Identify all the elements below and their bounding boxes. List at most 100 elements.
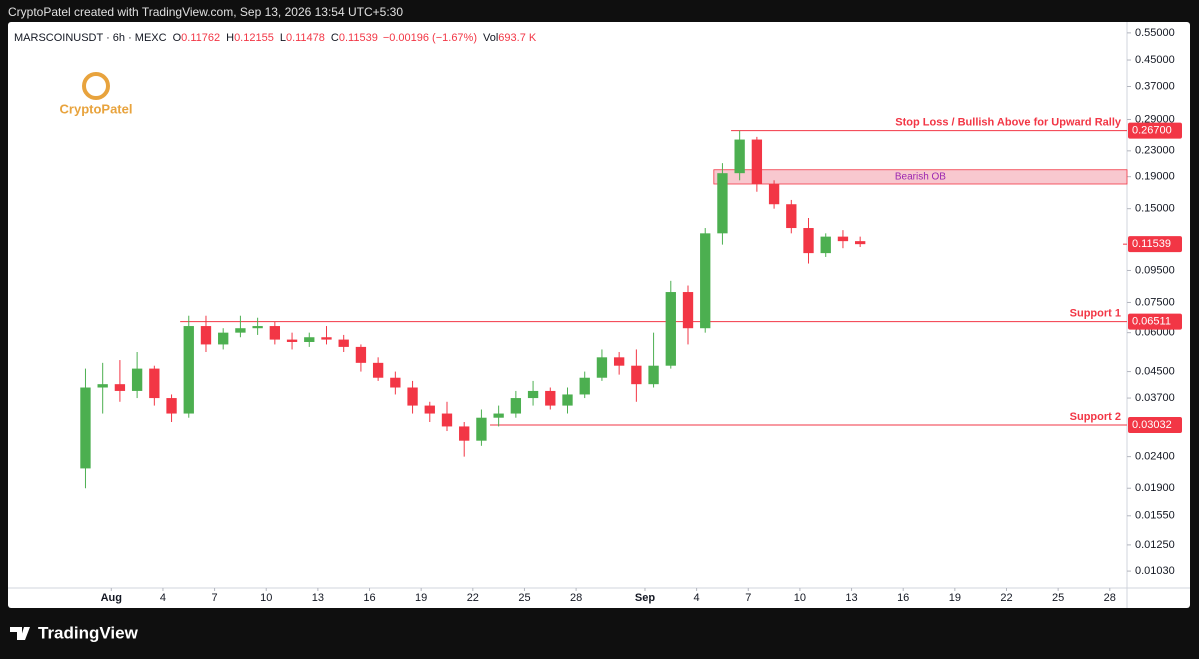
ohlc-key: C — [331, 32, 339, 44]
candle-body — [613, 357, 625, 366]
x-tick-label: 4 — [694, 592, 700, 604]
candle-body — [527, 390, 539, 399]
candle-body — [372, 362, 384, 378]
footer-text: TradingView — [38, 623, 139, 642]
x-tick-label: 19 — [415, 592, 427, 604]
ohlc-value: 0.11762 — [181, 32, 220, 44]
candle-body — [631, 365, 642, 385]
ohlc-value: 0.11539 — [339, 32, 378, 44]
x-tick-label: 22 — [467, 592, 479, 604]
candle-body — [286, 339, 298, 342]
candle-body — [304, 337, 315, 342]
x-tick-label: 16 — [363, 592, 375, 604]
y-tick-label: 0.01030 — [1135, 565, 1175, 577]
candle-body — [820, 236, 831, 254]
candle-body — [596, 357, 608, 378]
candle-body — [854, 241, 866, 245]
candle-body — [510, 398, 522, 414]
candle-body — [166, 398, 177, 414]
legend-line: MARSCOINUSDT · 6h · MEXC O0.11762 H0.12155… — [14, 32, 537, 44]
y-tick-label: 0.55000 — [1135, 27, 1175, 39]
level-price-box — [1128, 122, 1182, 139]
candle-body — [717, 173, 728, 234]
candle-body — [734, 139, 745, 174]
candle-body — [183, 326, 194, 414]
level-price-box — [1128, 417, 1182, 434]
bearish-ob-zone — [713, 169, 1128, 185]
candle-body — [355, 346, 367, 363]
ohlc-value: 0.12155 — [234, 32, 274, 44]
candle-body — [114, 384, 126, 391]
x-tick-label: 25 — [518, 592, 530, 604]
y-tick-label: 0.03700 — [1135, 392, 1175, 404]
x-tick-label: 10 — [260, 592, 272, 604]
candle-body — [682, 292, 694, 329]
y-tick-label: 0.02400 — [1135, 451, 1175, 463]
x-tick-label: 13 — [845, 592, 857, 604]
chart-panel — [8, 22, 1190, 608]
x-tick-label: 10 — [794, 592, 806, 604]
ohlc-key: H — [226, 32, 234, 44]
y-tick-label: 0.01900 — [1135, 482, 1175, 494]
ohlc-key: L — [280, 32, 286, 44]
candle-body — [97, 384, 108, 388]
candle-body — [407, 387, 418, 406]
x-tick-label: 16 — [897, 592, 909, 604]
y-tick-label: 0.01250 — [1135, 539, 1175, 551]
candle-body — [235, 328, 246, 333]
candle-body — [321, 337, 332, 340]
x-tick-label: Sep — [635, 592, 655, 604]
y-tick-label: 0.29000 — [1135, 113, 1175, 125]
candle-body — [149, 368, 160, 399]
y-tick-label: 0.23000 — [1135, 145, 1175, 157]
candle-body — [648, 365, 659, 385]
logo-text: CryptoPatel — [60, 101, 133, 116]
candle-body — [200, 326, 212, 345]
candle-body — [390, 377, 401, 388]
candle-body — [476, 417, 487, 441]
candle-body — [441, 413, 453, 427]
x-tick-label: 19 — [949, 592, 961, 604]
logo: CryptoPatel — [60, 72, 133, 116]
candle-body — [252, 326, 263, 329]
volume-key: Vol — [483, 32, 498, 44]
candle-body — [545, 390, 556, 406]
volume: 693.7 K — [498, 32, 537, 44]
legend: MARSCOINUSDT · 6h · MEXC O0.11762 H0.12155… — [14, 32, 537, 44]
candle-body — [579, 377, 590, 395]
x-tick-label: 25 — [1052, 592, 1064, 604]
ohlc-value: 0.11478 — [286, 32, 325, 44]
x-tick-label: 13 — [312, 592, 324, 604]
last-price-box — [1128, 236, 1182, 253]
footer-icon — [10, 627, 30, 640]
candle-body — [131, 368, 143, 391]
ohlc-key: O — [173, 32, 182, 44]
level-price-label: 0.06511 — [1132, 315, 1171, 327]
candle-body — [562, 394, 573, 406]
level-text: Support 2 — [1070, 411, 1121, 423]
candle-body — [803, 228, 814, 254]
y-tick-label: 0.37000 — [1135, 80, 1175, 92]
x-tick-label: 7 — [212, 592, 218, 604]
level-price-box — [1128, 313, 1182, 330]
y-tick-label: 0.15000 — [1135, 203, 1175, 215]
candle-body — [700, 233, 711, 329]
zone-label: Bearish OB — [895, 172, 946, 183]
caption: CryptoPatel created with TradingView.com… — [8, 5, 403, 19]
candle-body — [837, 236, 849, 242]
change: −0.00196 (−1.67%) — [383, 32, 477, 44]
level-price-label: 0.03032 — [1132, 419, 1172, 431]
level-text: Support 1 — [1070, 307, 1121, 319]
y-tick-label: 0.19000 — [1135, 171, 1175, 183]
x-tick-label: 22 — [1000, 592, 1012, 604]
y-tick-label: 0.01550 — [1135, 510, 1175, 522]
candle-body — [493, 413, 504, 418]
level-text: Stop Loss / Bullish Above for Upward Ral… — [895, 117, 1122, 129]
candle-body — [424, 405, 435, 414]
candle-body — [338, 339, 349, 347]
level-price-label: 0.26700 — [1132, 125, 1172, 137]
candle-body — [768, 184, 780, 205]
x-tick-label: 7 — [745, 592, 751, 604]
